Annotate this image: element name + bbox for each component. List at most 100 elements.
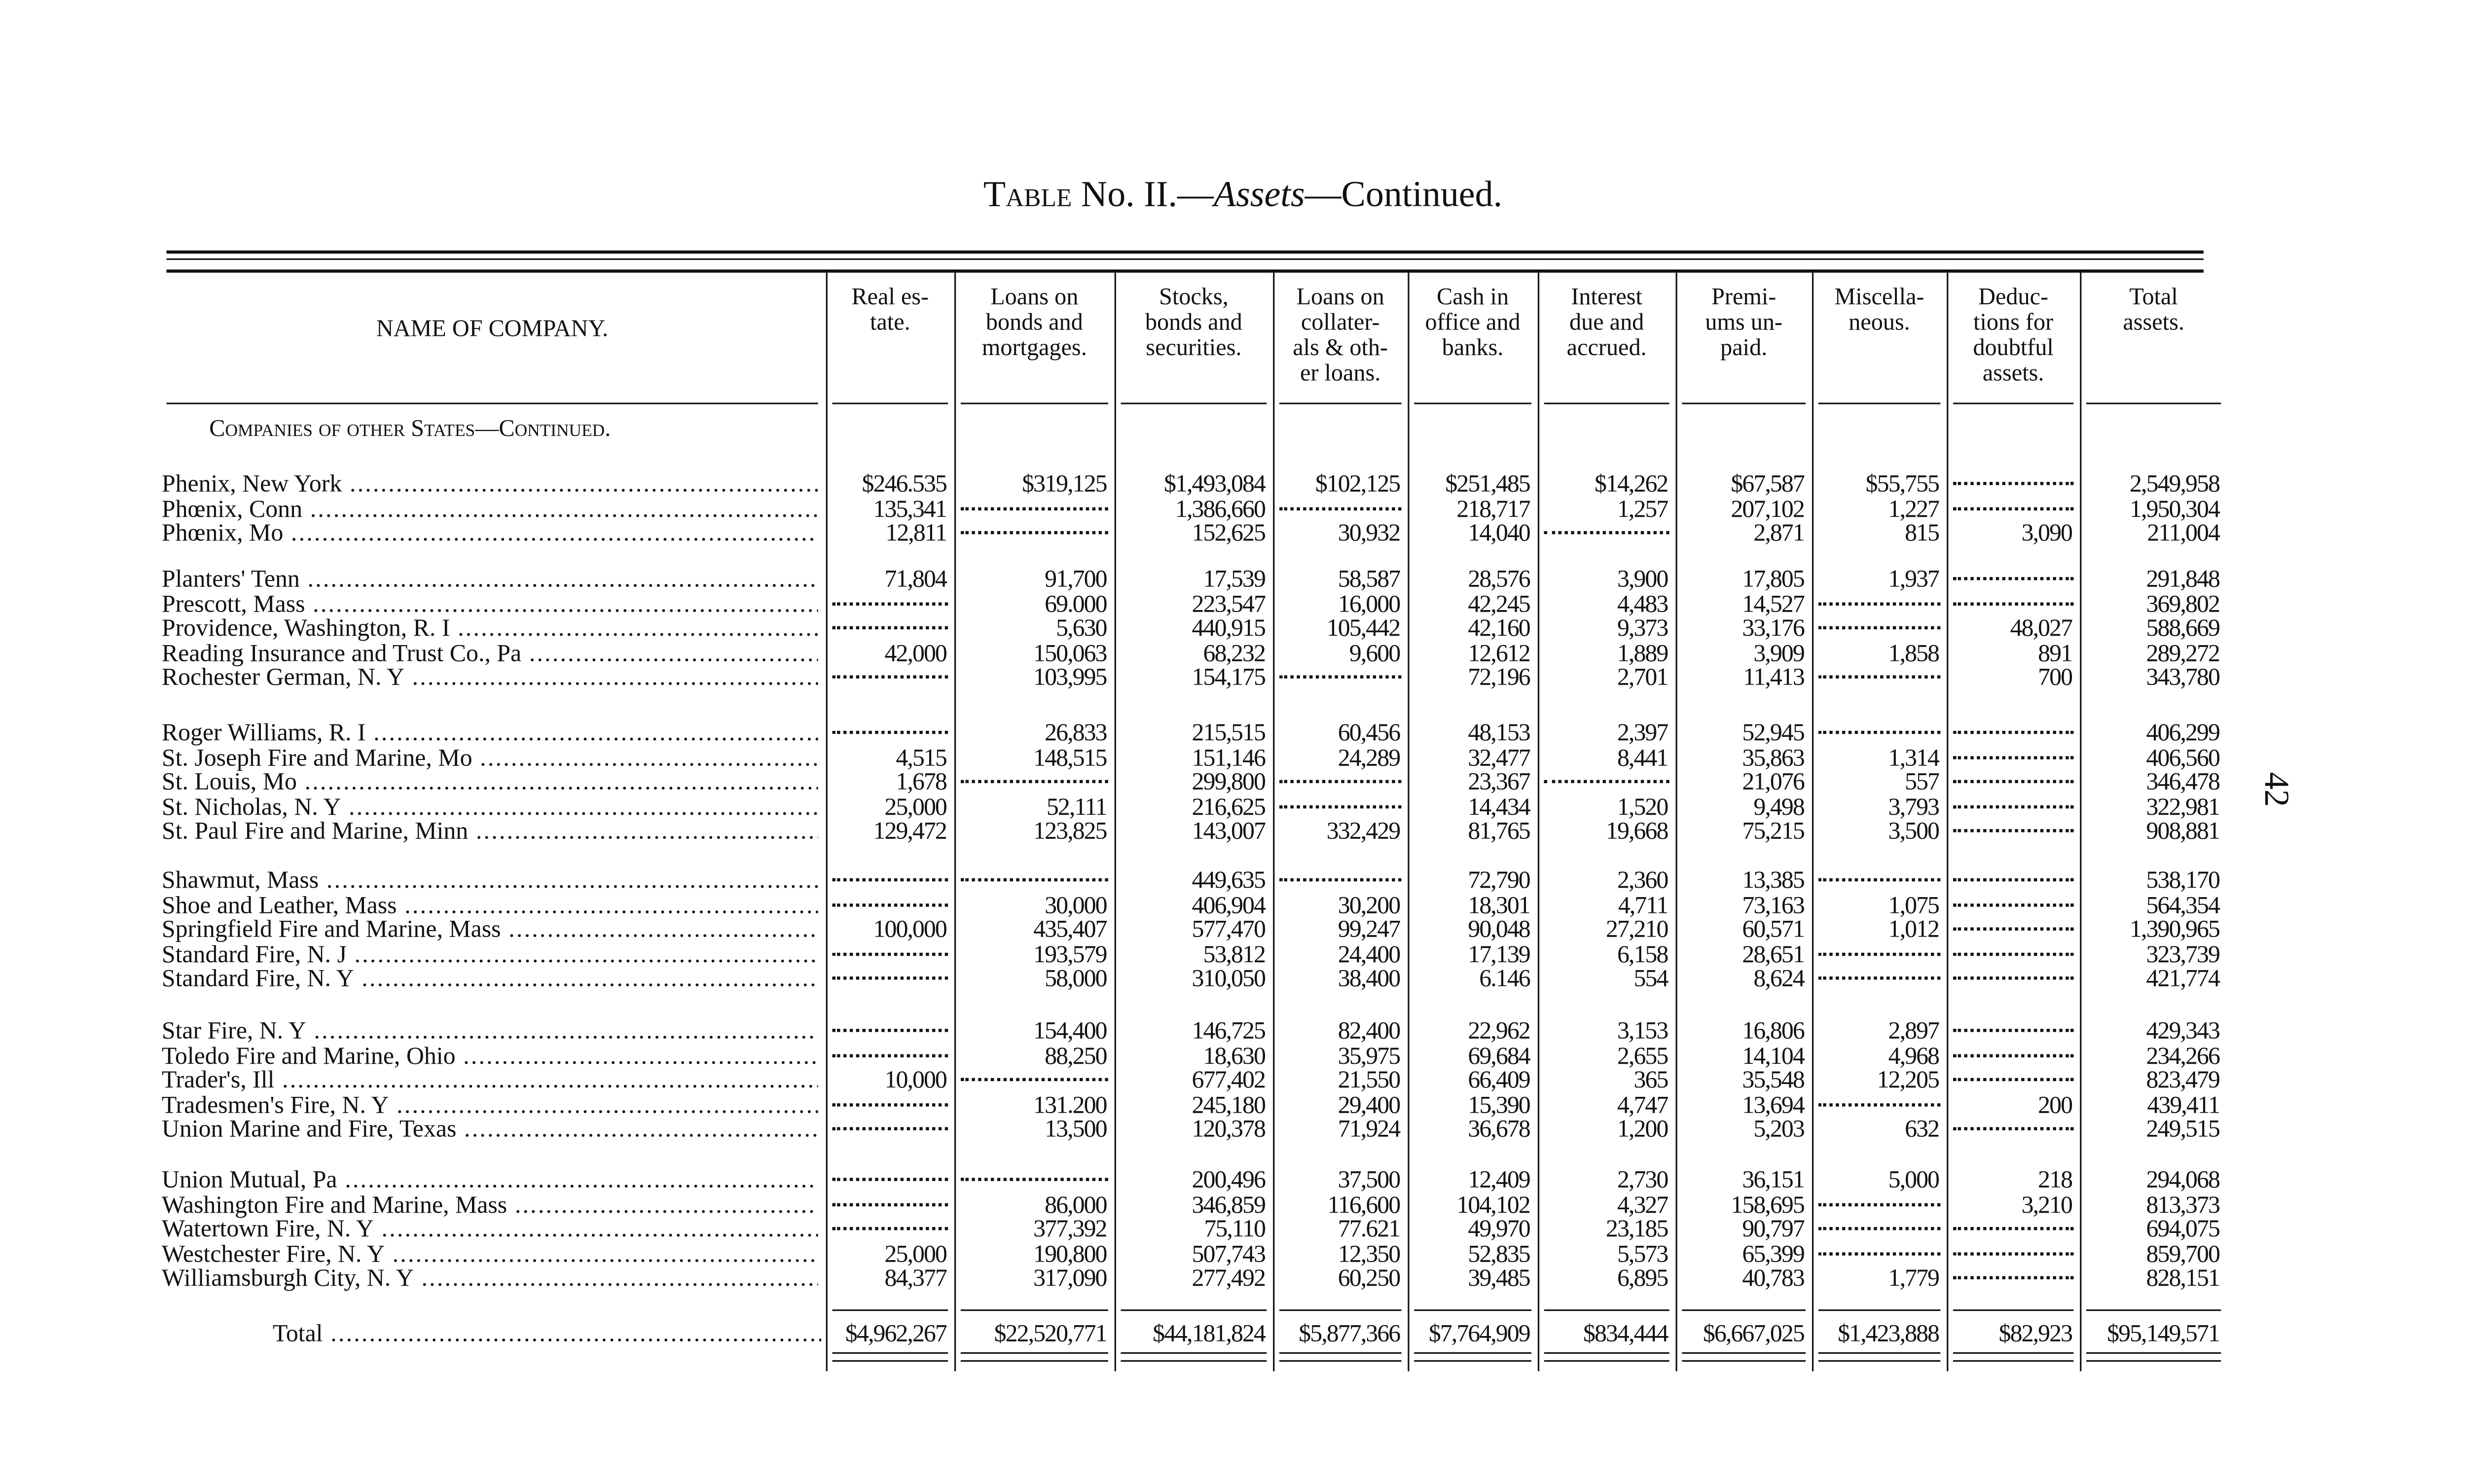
column-header-line: als & oth- [1293,336,1388,362]
value-cell: 12,205 [1877,1067,1940,1094]
empty-cell-leader [1953,1252,2074,1256]
value-cell: 3,900 [1617,566,1668,593]
company-name: Shawmut, Mass [162,869,818,894]
table-row: Washington Fire and Marine, Mass 86,000 34… [0,1191,2466,1219]
column-header-line: bonds and [985,311,1083,336]
table-row: Watertown Fire, N. Y 377,392 75,110 77.621 4… [0,1217,2466,1243]
column-divider [1675,272,1677,1372]
value-cell: 4,711 [1618,892,1669,919]
table-row: Standard Fire, N. Y 58,000 310,050 38,400 6.… [0,966,2466,993]
empty-cell-leader [832,903,948,906]
empty-cell-leader [1818,977,1941,980]
empty-cell-leader [832,1227,948,1231]
header-rule [1414,402,1532,404]
empty-cell-leader [832,602,948,605]
total-rule [1279,1360,1402,1362]
empty-cell-leader [1818,1227,1941,1231]
empty-cell-leader [1279,676,1402,679]
value-cell: 16,000 [1338,590,1401,618]
value-cell: 120,378 [1192,1117,1266,1144]
value-cell: 207,102 [1731,495,1805,523]
total-rule [1544,1309,1669,1311]
column-header-line: Total [2129,285,2178,311]
value-cell: 223,547 [1192,590,1266,618]
value-cell: 30,200 [1338,892,1401,919]
table-row: Planters' Tenn 71,804 91,700 17,539 58,587 28… [0,566,2466,593]
column-header-line: Real es- [851,285,929,311]
value-cell: 2,701 [1617,665,1668,692]
total-rule [1682,1360,1806,1362]
value-cell: 5,573 [1617,1241,1668,1268]
value-cell: 406,904 [1192,892,1266,919]
value-cell: 12,350 [1338,1241,1401,1268]
column-divider [1947,272,1949,1372]
column-header-line: Cash in [1437,285,1509,311]
value-cell: 88,250 [1045,1042,1107,1070]
value-cell: 71,804 [884,566,947,593]
value-cell: $1,423,888 [1838,1320,1940,1348]
company-name: Phœnix, Mo [162,522,818,547]
empty-cell-leader [960,780,1108,784]
value-cell: 12,811 [885,520,947,547]
total-rule [1121,1309,1267,1311]
value-cell: 813,373 [2146,1191,2220,1219]
column-header-line: ums un- [1705,311,1783,336]
value-cell: 294,068 [2146,1166,2220,1194]
total-rule [1818,1309,1941,1311]
value-cell: 100,000 [873,916,947,944]
value-cell: 82,400 [1338,1017,1401,1045]
column-header-line: NAME OF COMPANY. [376,317,609,343]
value-cell: 11,413 [1743,665,1805,692]
empty-cell-leader [1953,755,2074,759]
value-cell: 36,151 [1742,1166,1805,1194]
empty-cell-leader [832,1178,948,1181]
value-cell: 27,210 [1605,916,1668,944]
empty-cell-leader [1953,730,2074,734]
empty-cell-leader [1818,676,1941,679]
value-cell: 52,835 [1468,1241,1530,1268]
empty-cell-leader [832,977,948,980]
total-rule [1279,1352,1402,1354]
column-header: Total assets. [2080,286,2227,336]
value-cell: 1,889 [1617,640,1668,667]
value-cell: 828,151 [2146,1266,2220,1293]
company-name: St. Louis, Mo [162,771,818,796]
header-rule [832,402,948,404]
title-main: No. II.— [1081,174,1214,214]
value-cell: 1,257 [1617,495,1668,523]
value-cell: 215,515 [1192,720,1266,747]
total-rule [1414,1309,1532,1311]
value-cell: 245,180 [1192,1091,1266,1119]
value-cell: $55,755 [1865,471,1940,498]
total-rule [960,1352,1108,1354]
company-name: Washington Fire and Marine, Mass [162,1193,818,1218]
value-cell: 14,104 [1742,1042,1805,1070]
total-rule [1682,1309,1806,1311]
value-cell: 48,153 [1468,720,1530,747]
value-cell: 60,571 [1742,916,1805,944]
empty-cell-leader [1818,626,1941,630]
value-cell: 190,800 [1033,1241,1107,1268]
company-name: Prescott, Mass [162,592,818,617]
header-rule [2086,402,2221,404]
empty-cell-leader [1953,1227,2074,1231]
total-rule [960,1309,1108,1311]
value-cell: $102,125 [1315,471,1401,498]
value-cell: 6.146 [1479,966,1530,993]
column-divider [1114,272,1116,1372]
value-cell: 9,373 [1617,615,1668,643]
company-name: St. Nicholas, N. Y [162,796,818,821]
empty-cell-leader [1279,805,1402,808]
top-rule [166,258,2204,260]
value-cell: $14,262 [1594,471,1668,498]
company-name: Westchester Fire, N. Y [162,1242,818,1267]
value-cell: 35,863 [1742,744,1805,772]
value-cell: 2,871 [1753,520,1805,547]
top-rule [166,250,2204,254]
value-cell: 13,385 [1742,867,1805,894]
table-row: Springfield Fire and Marine, Mass 100,000… [0,916,2466,944]
company-name: Phœnix, Conn [162,497,818,522]
company-name: Phenix, New York [162,472,818,498]
value-cell: 2,360 [1617,867,1668,894]
value-cell: 9,498 [1753,794,1805,821]
